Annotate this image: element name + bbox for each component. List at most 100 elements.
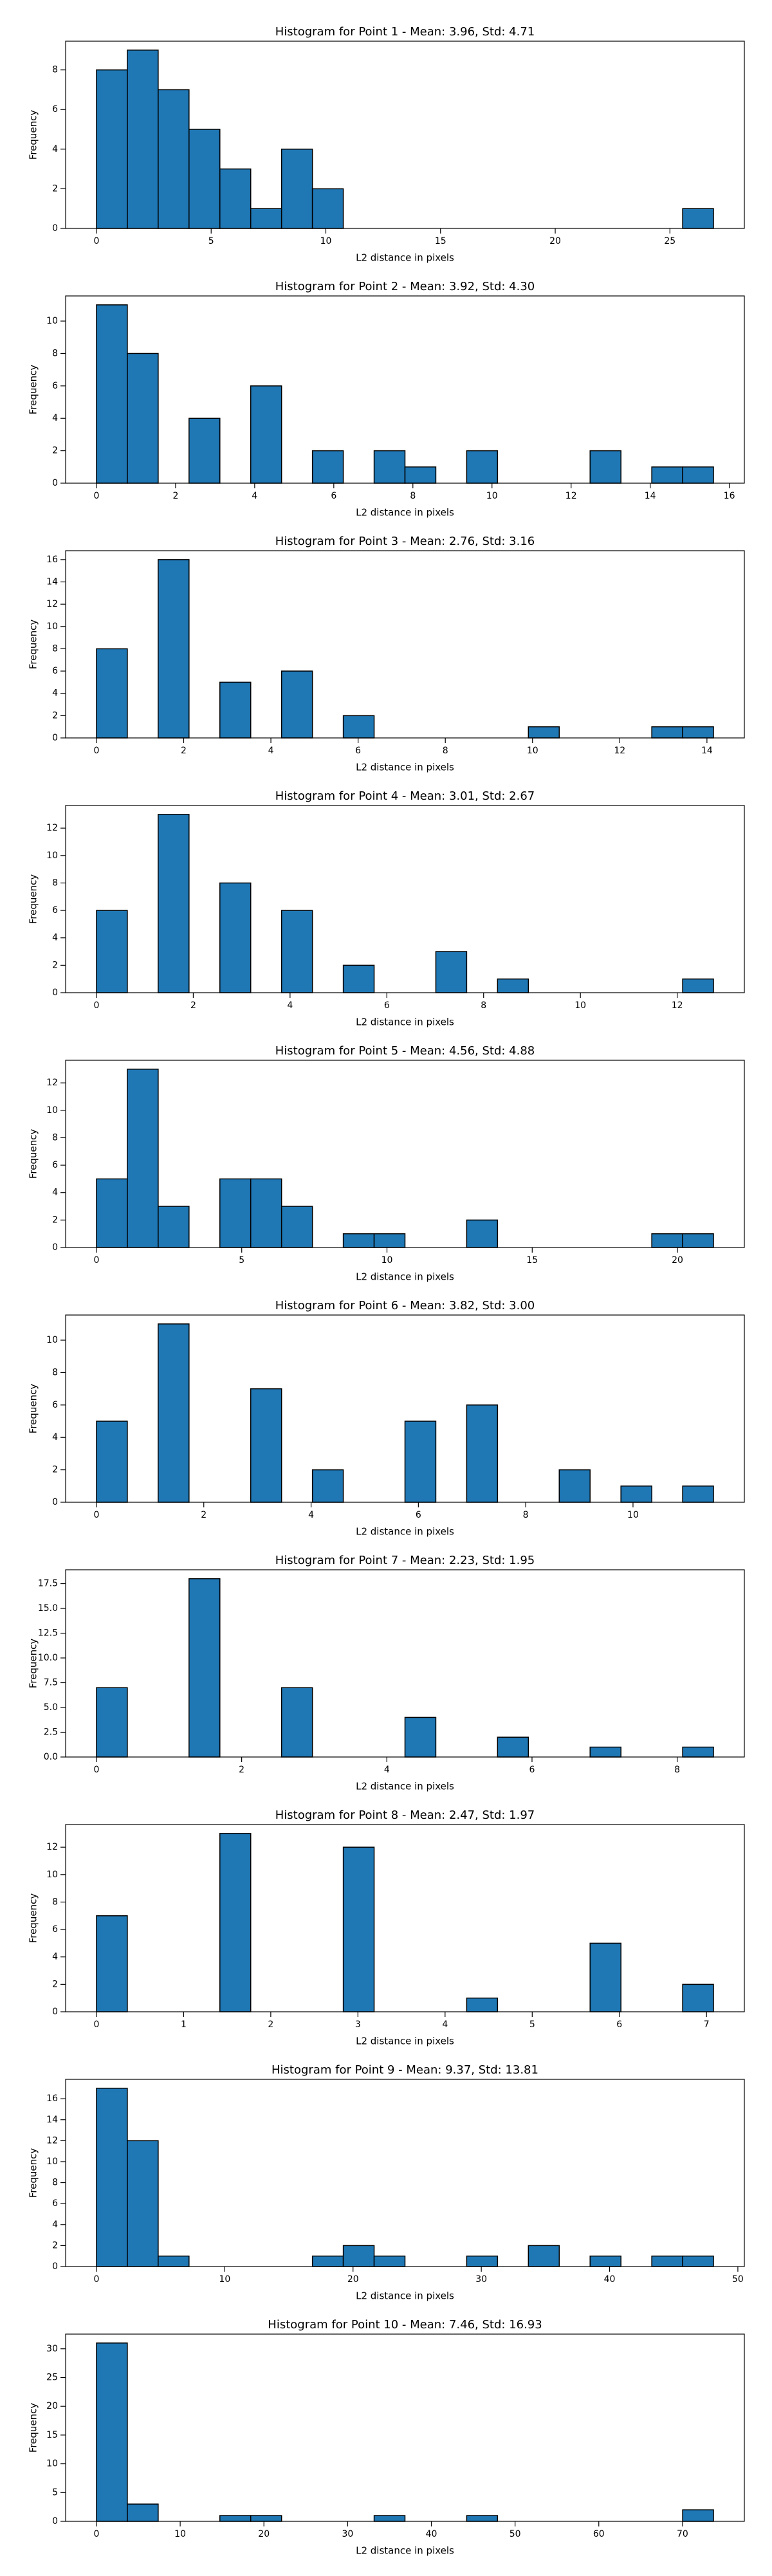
y-axis-label: Frequency [28, 874, 39, 925]
bar [342, 1846, 375, 2012]
bar [96, 648, 128, 739]
x-tick-label: 20 [258, 2529, 270, 2539]
y-tick-label: 8 [52, 1367, 58, 1377]
axes-frame [65, 1060, 745, 1248]
x-tick-label: 0 [93, 2529, 99, 2539]
axes-frame [65, 2079, 745, 2267]
y-tick-label: 6 [52, 666, 58, 676]
y-tick-label: 6 [52, 1400, 58, 1410]
y-tick-label: 0 [52, 1497, 58, 1507]
chart-title: Histogram for Point 7 - Mean: 2.23, Std:… [275, 1554, 535, 1567]
y-axis-label: Frequency [28, 620, 39, 670]
histogram-panel: Histogram for Point 10 - Mean: 7.46, Std… [28, 2318, 745, 2557]
x-tick-label: 10 [219, 2274, 230, 2285]
y-axis-label: Frequency [28, 1893, 39, 1944]
bar [466, 2515, 499, 2522]
chart-title: Histogram for Point 9 - Mean: 9.37, Std:… [271, 2063, 538, 2077]
bar [311, 2255, 344, 2267]
x-tick-label: 4 [384, 1765, 390, 1775]
bar [311, 1469, 344, 1503]
y-tick-label: 7.5 [44, 1678, 58, 1688]
x-tick-label: 8 [443, 746, 448, 756]
bar [651, 726, 683, 739]
x-tick-label: 16 [724, 491, 735, 501]
bar [528, 2245, 560, 2267]
bar [158, 1323, 190, 1503]
y-tick-label: 10 [46, 316, 58, 326]
y-tick-label: 12 [46, 1842, 58, 1852]
bar [682, 1486, 714, 1503]
y-axis-label: Frequency [28, 1129, 39, 1179]
x-tick-label: 4 [287, 1000, 293, 1011]
bar [96, 1687, 128, 1758]
y-axis-label: Frequency [28, 110, 39, 160]
bar [682, 726, 714, 739]
bar [158, 1206, 190, 1248]
bar [466, 450, 499, 484]
bar [404, 466, 437, 484]
x-axis-label: L2 distance in pixels [356, 1526, 454, 1538]
y-tick-label: 0 [52, 2007, 58, 2017]
y-tick-label: 15.0 [38, 1603, 58, 1614]
bar [96, 2342, 128, 2522]
bar [219, 882, 252, 993]
bar [219, 1833, 252, 2012]
bar [558, 1469, 591, 1503]
axes-frame [65, 1314, 745, 1503]
y-tick-label: 2 [52, 1979, 58, 1989]
x-tick-label: 0 [93, 1510, 99, 1520]
y-tick-label: 0 [52, 2261, 58, 2272]
x-tick-label: 0 [93, 2274, 99, 2285]
x-tick-label: 12 [565, 491, 577, 501]
bar [158, 559, 190, 739]
bar [219, 168, 252, 229]
y-tick-label: 10.0 [38, 1653, 58, 1663]
y-tick-label: 12 [46, 823, 58, 833]
y-tick-label: 6 [52, 104, 58, 115]
x-tick-label: 8 [481, 1000, 486, 1011]
bar [682, 978, 714, 993]
bar [127, 50, 159, 229]
bar [682, 1983, 714, 2012]
x-tick-label: 5 [208, 236, 214, 246]
y-tick-label: 16 [46, 2093, 58, 2104]
bar [127, 2140, 159, 2267]
y-tick-label: 8 [52, 65, 58, 75]
bar [311, 450, 344, 484]
axes-frame [65, 550, 745, 739]
y-tick-label: 0.0 [44, 1752, 58, 1762]
bar [96, 1178, 128, 1248]
x-tick-label: 20 [347, 2274, 359, 2285]
y-tick-label: 8 [52, 878, 58, 888]
y-tick-label: 4 [52, 688, 58, 699]
bar [342, 964, 375, 993]
bar [682, 1233, 714, 1248]
bar [96, 1915, 128, 2012]
chart-title: Histogram for Point 4 - Mean: 3.01, Std:… [275, 789, 535, 803]
histogram-panel: Histogram for Point 9 - Mean: 9.37, Std:… [28, 2063, 745, 2302]
y-tick-label: 2 [52, 446, 58, 456]
x-tick-label: 14 [701, 746, 713, 756]
bar [682, 466, 714, 484]
bar [219, 681, 252, 739]
y-axis-label: Frequency [28, 365, 39, 415]
x-tick-label: 6 [529, 1765, 535, 1775]
bar [373, 2515, 406, 2522]
axes-frame [65, 1569, 745, 1758]
x-tick-label: 6 [416, 1510, 421, 1520]
y-tick-label: 14 [46, 2115, 58, 2125]
x-tick-label: 8 [410, 491, 416, 501]
bar [342, 2245, 375, 2267]
y-tick-label: 10 [46, 2157, 58, 2167]
bar [280, 149, 313, 229]
bar [219, 2515, 252, 2522]
bar [219, 1178, 252, 1248]
x-tick-label: 5 [239, 1255, 244, 1265]
x-tick-label: 10 [527, 746, 538, 756]
y-tick-label: 6 [52, 2198, 58, 2209]
x-tick-label: 2 [181, 746, 187, 756]
y-axis-label: Frequency [28, 1384, 39, 1434]
x-tick-label: 2 [172, 491, 178, 501]
y-axis-label: Frequency [28, 2148, 39, 2198]
